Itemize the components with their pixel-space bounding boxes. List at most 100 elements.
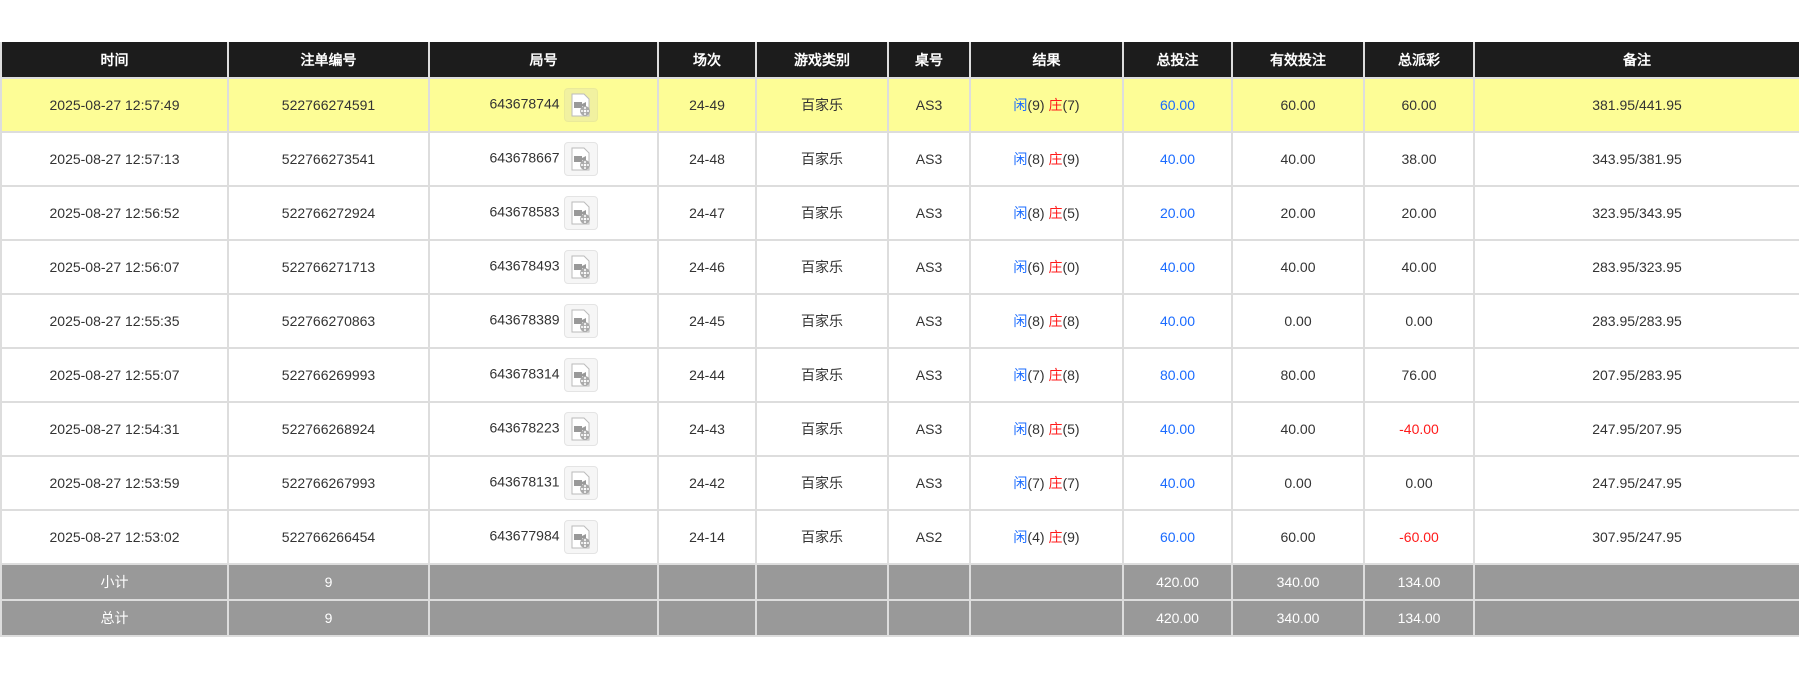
banker-score: (0) bbox=[1062, 259, 1080, 275]
payout-cell: 38.00 bbox=[1363, 131, 1475, 187]
note-cell: 381.95/441.95 bbox=[1473, 77, 1799, 133]
banker-score: (5) bbox=[1062, 421, 1080, 437]
header-round-no: 局号 bbox=[428, 42, 659, 79]
result-cell: 闲(8) 庄(5) bbox=[969, 185, 1124, 241]
round-no-cell: 643678493 bbox=[428, 239, 659, 295]
order-no-cell: 522766271713 bbox=[227, 239, 430, 295]
bet-records-table: 时间 注单编号 局号 场次 游戏类别 桌号 结果 总投注 有效投注 总派彩 备注… bbox=[0, 42, 1799, 637]
banker-label: 庄 bbox=[1048, 205, 1063, 221]
empty-cell bbox=[1473, 599, 1799, 637]
subtotal-label: 小计 bbox=[0, 563, 229, 601]
round-no: 643678667 bbox=[489, 149, 560, 166]
table-no-cell: AS3 bbox=[887, 77, 971, 133]
payout-cell: 76.00 bbox=[1363, 347, 1475, 403]
empty-cell bbox=[657, 599, 757, 637]
table-row: 2025-08-27 12:54:31 522766268924 643678223… bbox=[0, 401, 1799, 457]
order-no-cell: 522766267993 bbox=[227, 455, 430, 511]
note-cell: 207.95/283.95 bbox=[1473, 347, 1799, 403]
payout-cell: 20.00 bbox=[1363, 185, 1475, 241]
header-time: 时间 bbox=[0, 42, 229, 79]
player-score: (7) bbox=[1027, 475, 1045, 491]
result-cell: 闲(7) 庄(7) bbox=[969, 455, 1124, 511]
header-order-no: 注单编号 bbox=[227, 42, 430, 79]
game-type-cell: 百家乐 bbox=[755, 293, 889, 349]
session-cell: 24-44 bbox=[657, 347, 757, 403]
banker-score: (8) bbox=[1062, 367, 1080, 383]
video-file-icon[interactable] bbox=[563, 88, 598, 122]
time-cell: 2025-08-27 12:57:49 bbox=[0, 77, 229, 133]
header-result: 结果 bbox=[969, 42, 1124, 79]
total-bet: 420.00 bbox=[1122, 599, 1233, 637]
video-file-icon[interactable] bbox=[563, 466, 598, 500]
empty-cell bbox=[1473, 563, 1799, 601]
video-file-icon[interactable] bbox=[563, 142, 598, 176]
round-no-cell: 643678667 bbox=[428, 131, 659, 187]
table-no-cell: AS3 bbox=[887, 185, 971, 241]
subtotal-bet: 420.00 bbox=[1122, 563, 1233, 601]
video-file-icon[interactable] bbox=[563, 250, 598, 284]
empty-cell bbox=[969, 599, 1124, 637]
round-no-cell: 643678389 bbox=[428, 293, 659, 349]
empty-cell bbox=[428, 563, 659, 601]
valid-bet-cell: 40.00 bbox=[1231, 401, 1365, 457]
table-row: 2025-08-27 12:53:59 522766267993 643678131… bbox=[0, 455, 1799, 511]
round-no: 643678314 bbox=[489, 365, 560, 382]
payout-cell: -40.00 bbox=[1363, 401, 1475, 457]
banker-score: (9) bbox=[1062, 529, 1080, 545]
total-label: 总计 bbox=[0, 599, 229, 637]
header-payout: 总派彩 bbox=[1363, 42, 1475, 79]
table-row: 2025-08-27 12:55:35 522766270863 643678389… bbox=[0, 293, 1799, 349]
table-no-cell: AS3 bbox=[887, 293, 971, 349]
player-score: (4) bbox=[1027, 529, 1045, 545]
video-file-icon[interactable] bbox=[563, 196, 598, 230]
round-no: 643678223 bbox=[489, 419, 560, 436]
result-cell: 闲(4) 庄(9) bbox=[969, 509, 1124, 565]
banker-label: 庄 bbox=[1048, 259, 1063, 275]
header-session: 场次 bbox=[657, 42, 757, 79]
game-type-cell: 百家乐 bbox=[755, 77, 889, 133]
empty-cell bbox=[755, 563, 889, 601]
game-type-cell: 百家乐 bbox=[755, 239, 889, 295]
player-label: 闲 bbox=[1013, 313, 1028, 329]
banker-score: (7) bbox=[1062, 475, 1080, 491]
time-cell: 2025-08-27 12:55:35 bbox=[0, 293, 229, 349]
order-no-cell: 522766268924 bbox=[227, 401, 430, 457]
round-no-cell: 643678583 bbox=[428, 185, 659, 241]
player-score: (7) bbox=[1027, 367, 1045, 383]
player-label: 闲 bbox=[1013, 475, 1028, 491]
round-no: 643678493 bbox=[489, 257, 560, 274]
header-game-type: 游戏类别 bbox=[755, 42, 889, 79]
video-file-icon[interactable] bbox=[563, 412, 598, 446]
session-cell: 24-14 bbox=[657, 509, 757, 565]
player-label: 闲 bbox=[1013, 367, 1028, 383]
note-cell: 307.95/247.95 bbox=[1473, 509, 1799, 565]
video-file-icon[interactable] bbox=[563, 520, 598, 554]
round-no: 643677984 bbox=[489, 527, 560, 544]
note-cell: 247.95/247.95 bbox=[1473, 455, 1799, 511]
banker-label: 庄 bbox=[1048, 151, 1063, 167]
round-no-cell: 643677984 bbox=[428, 509, 659, 565]
total-count: 9 bbox=[227, 599, 430, 637]
time-cell: 2025-08-27 12:55:07 bbox=[0, 347, 229, 403]
header-note: 备注 bbox=[1473, 42, 1799, 79]
order-no-cell: 522766273541 bbox=[227, 131, 430, 187]
game-type-cell: 百家乐 bbox=[755, 131, 889, 187]
payout-cell: 0.00 bbox=[1363, 293, 1475, 349]
total-bet-cell: 40.00 bbox=[1122, 239, 1233, 295]
valid-bet-cell: 80.00 bbox=[1231, 347, 1365, 403]
time-cell: 2025-08-27 12:56:52 bbox=[0, 185, 229, 241]
header-table-no: 桌号 bbox=[887, 42, 971, 79]
table-no-cell: AS3 bbox=[887, 131, 971, 187]
valid-bet-cell: 0.00 bbox=[1231, 455, 1365, 511]
session-cell: 24-48 bbox=[657, 131, 757, 187]
player-label: 闲 bbox=[1013, 421, 1028, 437]
order-no-cell: 522766274591 bbox=[227, 77, 430, 133]
round-no-cell: 643678131 bbox=[428, 455, 659, 511]
video-file-icon[interactable] bbox=[563, 304, 598, 338]
player-label: 闲 bbox=[1013, 205, 1028, 221]
video-file-icon[interactable] bbox=[563, 358, 598, 392]
time-cell: 2025-08-27 12:56:07 bbox=[0, 239, 229, 295]
round-no: 643678583 bbox=[489, 203, 560, 220]
total-bet-cell: 20.00 bbox=[1122, 185, 1233, 241]
table-no-cell: AS3 bbox=[887, 347, 971, 403]
